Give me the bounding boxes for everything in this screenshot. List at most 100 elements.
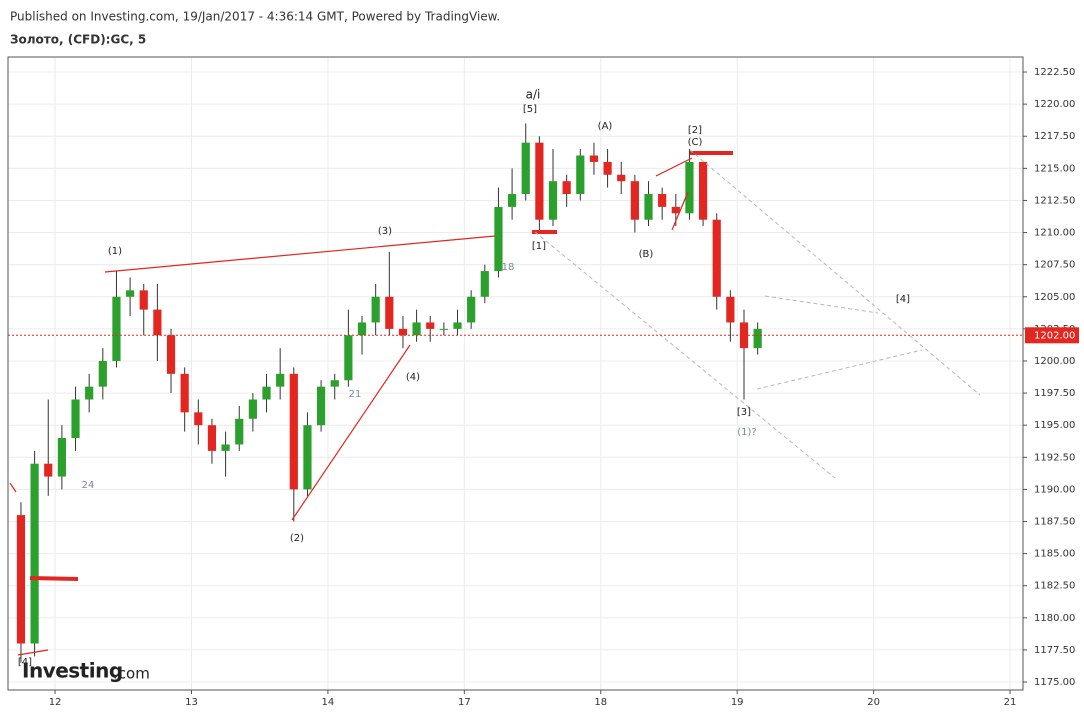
- candle-body: [535, 142, 544, 220]
- candle-body: [57, 438, 66, 477]
- y-tick-label: 1215.00: [1034, 163, 1075, 174]
- x-tick-label: 21: [1004, 697, 1017, 708]
- y-tick-label: 1210.00: [1034, 228, 1075, 239]
- channel-line: [534, 231, 836, 479]
- x-tick-label: 20: [867, 697, 880, 708]
- channel-line: [764, 295, 879, 314]
- y-tick-label: 1195.00: [1034, 420, 1075, 431]
- candle-body: [317, 386, 326, 426]
- candle-body: [453, 322, 462, 329]
- annotation: 24: [82, 480, 95, 491]
- x-tick-label: 18: [594, 697, 607, 708]
- annotation: 18: [502, 262, 515, 273]
- candle-body: [166, 335, 176, 374]
- y-tick-label: 1197.50: [1034, 388, 1075, 399]
- y-tick-label: 1182.50: [1034, 581, 1075, 592]
- y-tick-label: 1217.50: [1034, 131, 1075, 142]
- x-tick-label: 12: [49, 697, 62, 708]
- candle-body: [153, 309, 162, 336]
- candles: [16, 123, 762, 663]
- candle-body: [276, 373, 285, 387]
- x-tick-label: 19: [731, 697, 744, 708]
- candle-body: [398, 328, 408, 336]
- candle-body: [344, 335, 353, 381]
- candle-body: [235, 418, 244, 445]
- current-price-box: [1025, 327, 1079, 344]
- y-tick-label: 1185.00: [1034, 549, 1075, 560]
- candle-body: [507, 194, 517, 207]
- y-tick-label: 1190.00: [1034, 484, 1075, 495]
- trend-line: [104, 235, 496, 273]
- candle-body: [671, 206, 680, 214]
- candle-body: [589, 155, 599, 162]
- candle-body: [426, 322, 435, 329]
- candle-body: [71, 399, 80, 439]
- candle-body: [16, 515, 26, 644]
- candle-body: [521, 142, 530, 195]
- y-tick-label: 1175.00: [1034, 677, 1075, 688]
- annotation: (B): [639, 249, 654, 260]
- plot-frame: [7, 56, 1024, 691]
- candle-body: [685, 161, 694, 214]
- annotations: (1) (3) a/i [5] (A) [2] (C) 18 [1] (B) 2…: [18, 88, 910, 669]
- annotation: [3]: [737, 407, 751, 418]
- candle-body: [562, 181, 571, 195]
- annotation: [4]: [896, 294, 910, 305]
- annotation: (4): [406, 372, 420, 383]
- candle-body: [289, 373, 298, 490]
- candle-body: [207, 425, 217, 451]
- chart-subtitle: Золото, (CFD):GC, 5: [10, 33, 146, 47]
- annotation: a/i: [526, 88, 541, 102]
- current-price-label: 1202.00: [1034, 330, 1075, 341]
- annotation: [4]: [18, 657, 32, 668]
- watermark: Investing .com: [22, 659, 150, 683]
- candle-body: [712, 219, 721, 297]
- trend-line: [9, 482, 17, 493]
- candle-body: [221, 444, 230, 451]
- annotation: (2): [290, 533, 304, 544]
- candle-body: [630, 181, 639, 220]
- candle-body: [480, 271, 489, 297]
- trend-line: [291, 344, 411, 521]
- candle-body: [180, 373, 189, 413]
- x-tick-label: 13: [185, 697, 198, 708]
- y-tick-label: 1187.50: [1034, 517, 1075, 528]
- annotation: 21: [349, 389, 362, 400]
- candle-body: [357, 322, 367, 336]
- y-tick-label: 1222.50: [1034, 67, 1075, 78]
- candle-body: [576, 155, 585, 195]
- candle-body: [248, 399, 257, 419]
- chart-title: Published on Investing.com, 19/Jan/2017 …: [10, 10, 500, 24]
- candle-body: [303, 425, 312, 490]
- candle-body: [439, 328, 448, 330]
- candle-body: [467, 296, 476, 323]
- candle-body: [412, 322, 421, 336]
- candle-body: [330, 380, 339, 387]
- candle-body: [371, 296, 380, 323]
- annotation: (1): [108, 246, 122, 257]
- candle-body: [85, 386, 94, 400]
- candle-body: [698, 161, 708, 220]
- candle-body: [112, 296, 121, 361]
- candle-body: [617, 174, 626, 182]
- candle-body: [603, 161, 612, 175]
- watermark-text: Investing: [22, 659, 123, 683]
- y-tick-label: 1180.00: [1034, 613, 1075, 624]
- candle-body: [726, 296, 735, 323]
- channel-line: [756, 349, 923, 390]
- candle-body: [98, 360, 107, 387]
- candle-body: [385, 296, 394, 329]
- annotation: [1]: [532, 241, 546, 252]
- x-tick-label: 14: [322, 697, 335, 708]
- y-tick-label: 1192.50: [1034, 452, 1075, 463]
- y-tick-label: 1220.00: [1034, 99, 1075, 110]
- candle-body: [644, 194, 653, 220]
- trend-line: [17, 649, 49, 656]
- candle-body: [494, 206, 503, 272]
- candle-body: [126, 290, 135, 297]
- candle-body: [658, 194, 667, 207]
- y-tick-label: 1212.50: [1034, 195, 1075, 206]
- candle-body: [262, 386, 271, 400]
- y-tick-label: 1207.50: [1034, 260, 1075, 271]
- x-tick-label: 17: [458, 697, 471, 708]
